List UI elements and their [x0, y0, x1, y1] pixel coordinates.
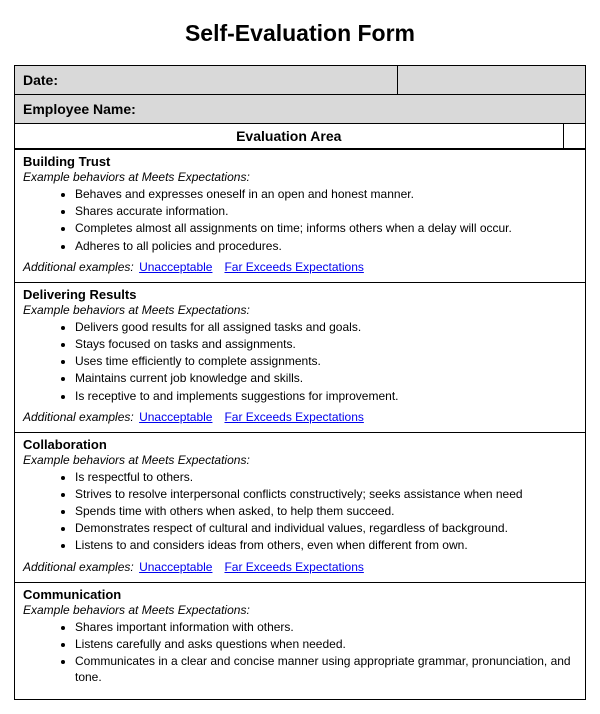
link-far-exceeds[interactable]: Far Exceeds Expectations — [224, 410, 363, 424]
example-behaviors-label: Example behaviors at Meets Expectations: — [23, 303, 577, 317]
behavior-item: Delivers good results for all assigned t… — [75, 319, 577, 335]
evaluation-area-heading: Evaluation Area — [15, 124, 563, 149]
behavior-item: Behaves and expresses oneself in an open… — [75, 186, 577, 202]
behavior-item: Maintains current job knowledge and skil… — [75, 370, 577, 386]
link-unacceptable[interactable]: Unacceptable — [139, 560, 212, 574]
behaviors-list: Delivers good results for all assigned t… — [23, 319, 577, 404]
behaviors-list: Is respectful to others.Strives to resol… — [23, 469, 577, 554]
behaviors-list: Shares important information with others… — [23, 619, 577, 686]
behaviors-list: Behaves and expresses oneself in an open… — [23, 186, 577, 254]
link-far-exceeds[interactable]: Far Exceeds Expectations — [224, 560, 363, 574]
behavior-item: Listens to and considers ideas from othe… — [75, 537, 577, 553]
evaluation-area-header-row: Evaluation Area — [15, 124, 586, 150]
section-row: Delivering ResultsExample behaviors at M… — [15, 282, 586, 432]
additional-examples-label: Additional examples: — [23, 410, 137, 424]
section-heading: Collaboration — [23, 437, 577, 452]
behavior-item: Stays focused on tasks and assignments. — [75, 336, 577, 352]
behavior-item: Demonstrates respect of cultural and ind… — [75, 520, 577, 536]
link-far-exceeds[interactable]: Far Exceeds Expectations — [224, 260, 363, 274]
evaluation-area-narrow-col — [563, 124, 585, 149]
behavior-item: Is receptive to and implements suggestio… — [75, 388, 577, 404]
additional-examples-line: Additional examples: Unacceptable Far Exc… — [23, 410, 577, 424]
date-row: Date: — [15, 66, 586, 95]
example-behaviors-label: Example behaviors at Meets Expectations: — [23, 170, 577, 184]
section-row: Building TrustExample behaviors at Meets… — [15, 150, 586, 283]
behavior-item: Shares important information with others… — [75, 619, 577, 635]
behavior-item: Spends time with others when asked, to h… — [75, 503, 577, 519]
employee-name-row: Employee Name: — [15, 95, 586, 124]
additional-examples-line: Additional examples: Unacceptable Far Exc… — [23, 560, 577, 574]
section-row: CommunicationExample behaviors at Meets … — [15, 582, 586, 700]
section-row: CollaborationExample behaviors at Meets … — [15, 432, 586, 582]
additional-examples-label: Additional examples: — [23, 260, 137, 274]
section-heading: Delivering Results — [23, 287, 577, 302]
evaluation-form-table: Date: Employee Name: Evaluation Area Bui… — [14, 65, 586, 700]
date-value[interactable] — [397, 66, 585, 95]
behavior-item: Completes almost all assignments on time… — [75, 220, 577, 236]
behavior-item: Strives to resolve interpersonal conflic… — [75, 486, 577, 502]
form-title: Self-Evaluation Form — [14, 20, 586, 47]
behavior-item: Adheres to all policies and procedures. — [75, 238, 577, 254]
link-unacceptable[interactable]: Unacceptable — [139, 260, 212, 274]
date-label: Date: — [15, 66, 398, 95]
additional-examples-line: Additional examples: Unacceptable Far Exc… — [23, 260, 577, 274]
behavior-item: Communicates in a clear and concise mann… — [75, 653, 577, 685]
employee-name-label: Employee Name: — [23, 101, 136, 117]
additional-examples-label: Additional examples: — [23, 560, 137, 574]
example-behaviors-label: Example behaviors at Meets Expectations: — [23, 453, 577, 467]
example-behaviors-label: Example behaviors at Meets Expectations: — [23, 603, 577, 617]
behavior-item: Listens carefully and asks questions whe… — [75, 636, 577, 652]
behavior-item: Shares accurate information. — [75, 203, 577, 219]
section-heading: Building Trust — [23, 154, 577, 169]
section-heading: Communication — [23, 587, 577, 602]
behavior-item: Uses time efficiently to complete assign… — [75, 353, 577, 369]
behavior-item: Is respectful to others. — [75, 469, 577, 485]
link-unacceptable[interactable]: Unacceptable — [139, 410, 212, 424]
